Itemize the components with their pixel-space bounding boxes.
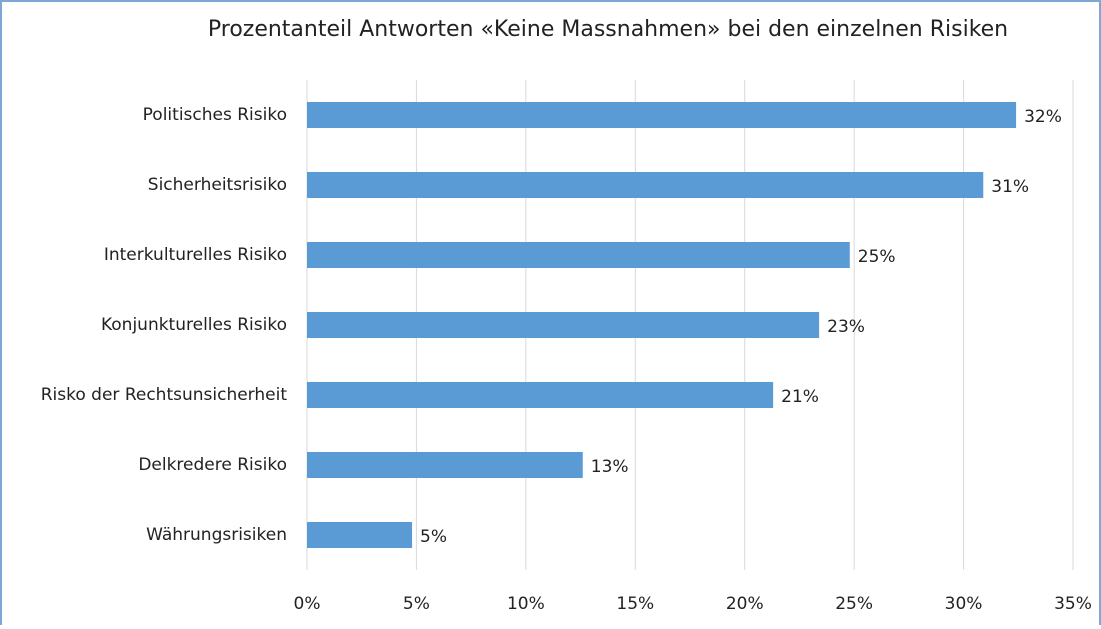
y-tick-label: Politisches Risiko xyxy=(143,105,287,125)
bar xyxy=(307,522,413,548)
bar xyxy=(307,102,1017,128)
y-tick-label: Sicherheitsrisiko xyxy=(148,175,287,195)
x-tick-label: 15% xyxy=(616,594,654,614)
value-label: 13% xyxy=(591,457,629,477)
value-label: 25% xyxy=(858,247,896,267)
x-tick-label: 0% xyxy=(294,594,321,614)
chart-title: Prozentanteil Antworten «Keine Massnahme… xyxy=(208,17,1008,42)
x-tick-label: 35% xyxy=(1054,594,1092,614)
value-label: 32% xyxy=(1024,107,1062,127)
value-label: 5% xyxy=(420,527,447,547)
value-label: 31% xyxy=(991,177,1029,197)
bar xyxy=(307,312,820,338)
x-tick-label: 5% xyxy=(403,594,430,614)
value-label: 23% xyxy=(827,317,865,337)
x-tick-label: 20% xyxy=(726,594,764,614)
bar xyxy=(307,382,774,408)
x-tick-label: 10% xyxy=(507,594,545,614)
value-label: 21% xyxy=(781,387,819,407)
y-tick-label: Interkulturelles Risiko xyxy=(104,245,287,265)
y-tick-label: Risko der Rechtsunsicherheit xyxy=(41,385,288,405)
x-tick-label: 25% xyxy=(835,594,873,614)
bar xyxy=(307,172,984,198)
y-tick-label: Konjunkturelles Risiko xyxy=(101,315,287,335)
bar xyxy=(307,452,583,478)
x-tick-label: 30% xyxy=(945,594,983,614)
bar xyxy=(307,242,850,268)
y-tick-label: Währungsrisiken xyxy=(146,525,287,545)
y-tick-label: Delkredere Risiko xyxy=(138,455,287,475)
